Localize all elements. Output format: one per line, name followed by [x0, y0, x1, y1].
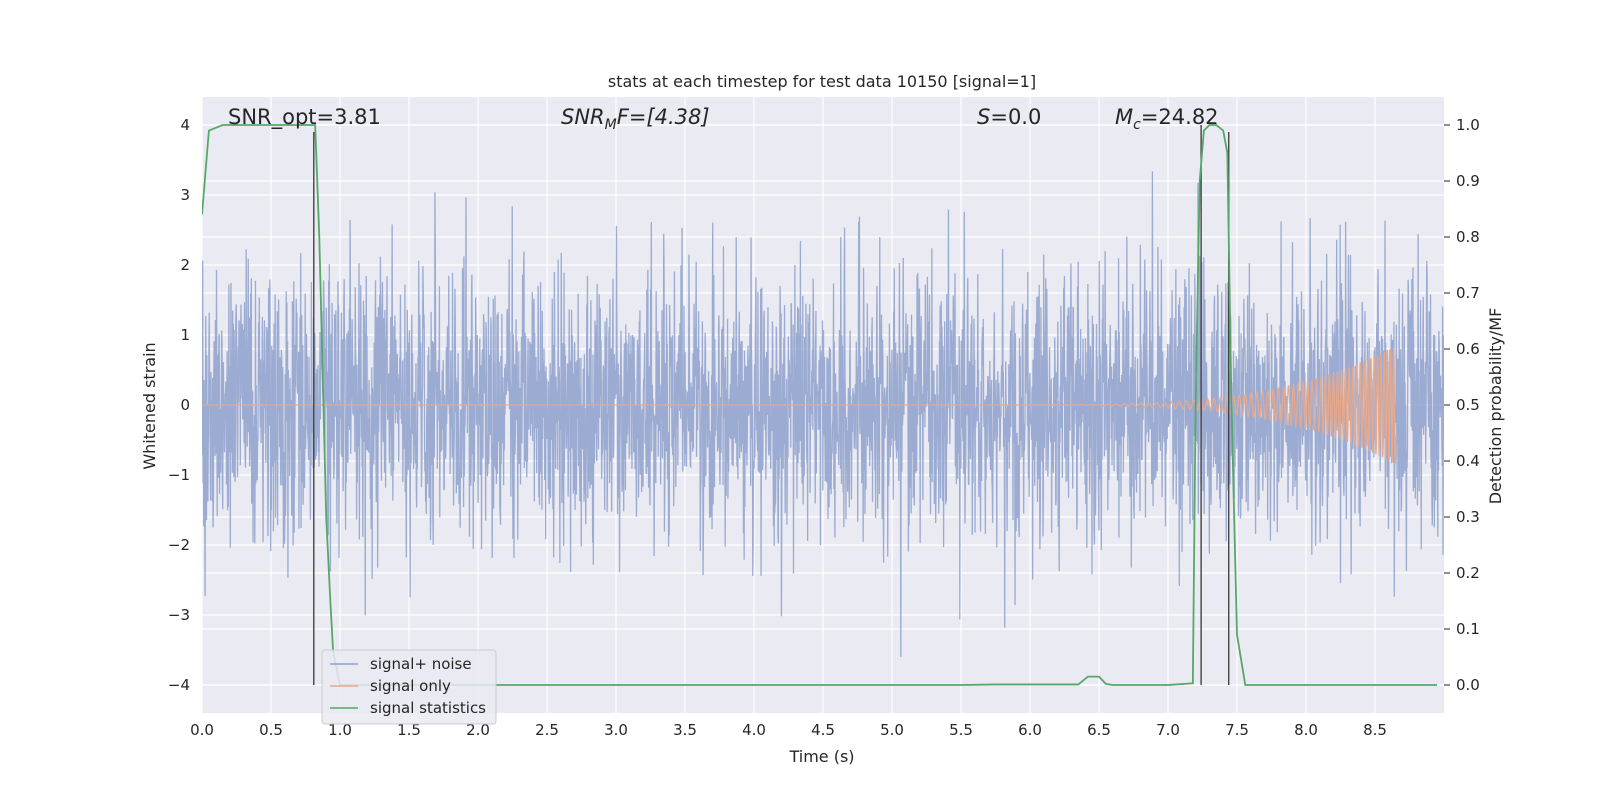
annotation-s-rest: =0.0: [990, 105, 1041, 129]
y-tick-label-0: −4: [168, 676, 190, 694]
line-signal-statistics: [202, 124, 1438, 686]
y2-tick-label-3: 0.3: [1456, 508, 1480, 526]
x-tick-label-14: 7.0: [1156, 721, 1180, 739]
x-tick-label-15: 7.5: [1225, 721, 1249, 739]
annotation-s: S=0.0: [977, 105, 1041, 129]
y2-tick-label-5: 0.5: [1456, 396, 1480, 414]
x-tick-label-11: 5.5: [949, 721, 973, 739]
x-tick-label-5: 2.5: [535, 721, 559, 739]
legend-label-signal-noise: signal+ noise: [370, 655, 472, 673]
y2-tick-label-8: 0.8: [1456, 228, 1480, 246]
y2-tick-label-0: 0.0: [1456, 676, 1480, 694]
y2-tick-label-2: 0.2: [1456, 564, 1480, 582]
annotation-snr-opt: SNR_opt=3.81: [228, 105, 381, 130]
chart-title: stats at each timestep for test data 101…: [608, 72, 1036, 91]
y-tick-label-3: −1: [168, 466, 190, 484]
annotation-snr-mf: SNRMF=[4.38]: [561, 105, 710, 133]
x-tick-label-7: 3.5: [673, 721, 697, 739]
annotation-mc-sub: c: [1133, 117, 1141, 133]
y-tick-label-6: 2: [180, 256, 190, 274]
y-tick-label-1: −3: [168, 606, 190, 624]
y2-axis-label: Detection probability/MF: [1486, 308, 1505, 505]
annotation-snr-mf-name: SNR: [561, 105, 605, 129]
y-tick-label-7: 3: [180, 186, 190, 204]
legend-label-signal-only: signal only: [370, 677, 451, 695]
y2-tick-label-7: 0.7: [1456, 284, 1480, 302]
series-signal-noise: [202, 171, 1444, 658]
x-tick-label-9: 4.5: [811, 721, 835, 739]
annotation-mc-rest: =24.82: [1141, 105, 1219, 129]
x-tick-label-6: 3.0: [604, 721, 628, 739]
y2-tick-label-6: 0.6: [1456, 340, 1480, 358]
annotation-mc-name: M: [1115, 105, 1133, 129]
annotation-s-name: S: [977, 105, 990, 129]
x-tick-label-17: 8.5: [1363, 721, 1387, 739]
y2-tick-label-10: 1.0: [1456, 116, 1480, 134]
y2-tick-label-1: 0.1: [1456, 620, 1480, 638]
annotation-snr-mf-rest: F=[4.38]: [617, 105, 710, 129]
y2-axis-ticks: 0.0 0.1 0.2 0.3 0.4 0.5 0.6 0.7 0.8 0.9 1.0: [1444, 116, 1480, 694]
x-tick-label-12: 6.0: [1018, 721, 1042, 739]
legend-label-signal-statistics: signal statistics: [370, 699, 486, 717]
x-tick-label-16: 8.0: [1294, 721, 1318, 739]
legend: signal+ noise signal only signal statist…: [321, 649, 497, 725]
y-tick-label-4: 0: [180, 396, 190, 414]
x-tick-label-13: 6.5: [1087, 721, 1111, 739]
x-tick-label-0: 0.0: [190, 721, 214, 739]
series-signal-only: [202, 346, 1397, 465]
y-tick-label-5: 1: [180, 326, 190, 344]
y-axis-ticks: −4 −3 −2 −1 0 1 2 3 4: [168, 116, 190, 694]
x-tick-label-2: 1.0: [328, 721, 352, 739]
plot-area: [202, 124, 1444, 686]
x-tick-label-10: 5.0: [880, 721, 904, 739]
y-tick-label-2: −2: [168, 536, 190, 554]
line-signal-noise: [202, 171, 1444, 658]
legend-box: [321, 649, 497, 725]
series-signal-statistics: [202, 124, 1438, 686]
line-signal-only: [202, 346, 1397, 465]
x-tick-label-3: 1.5: [397, 721, 421, 739]
y-axis-label: Whitened strain: [140, 342, 159, 469]
y2-tick-label-9: 0.9: [1456, 172, 1480, 190]
x-tick-label-8: 4.0: [742, 721, 766, 739]
annotation-mc: Mc=24.82: [1115, 105, 1219, 133]
x-tick-label-1: 0.5: [259, 721, 283, 739]
y2-tick-label-4: 0.4: [1456, 452, 1480, 470]
x-tick-label-4: 2.0: [466, 721, 490, 739]
y-tick-label-8: 4: [180, 116, 190, 134]
x-axis-label: Time (s): [788, 747, 854, 766]
x-axis-ticks: 0.0 0.5 1.0 1.5 2.0 2.5 3.0 3.5 4.0 4.5 5.0 5.5 6.0 6…: [190, 721, 1387, 739]
annotation-snr-mf-sub: M: [605, 117, 617, 133]
